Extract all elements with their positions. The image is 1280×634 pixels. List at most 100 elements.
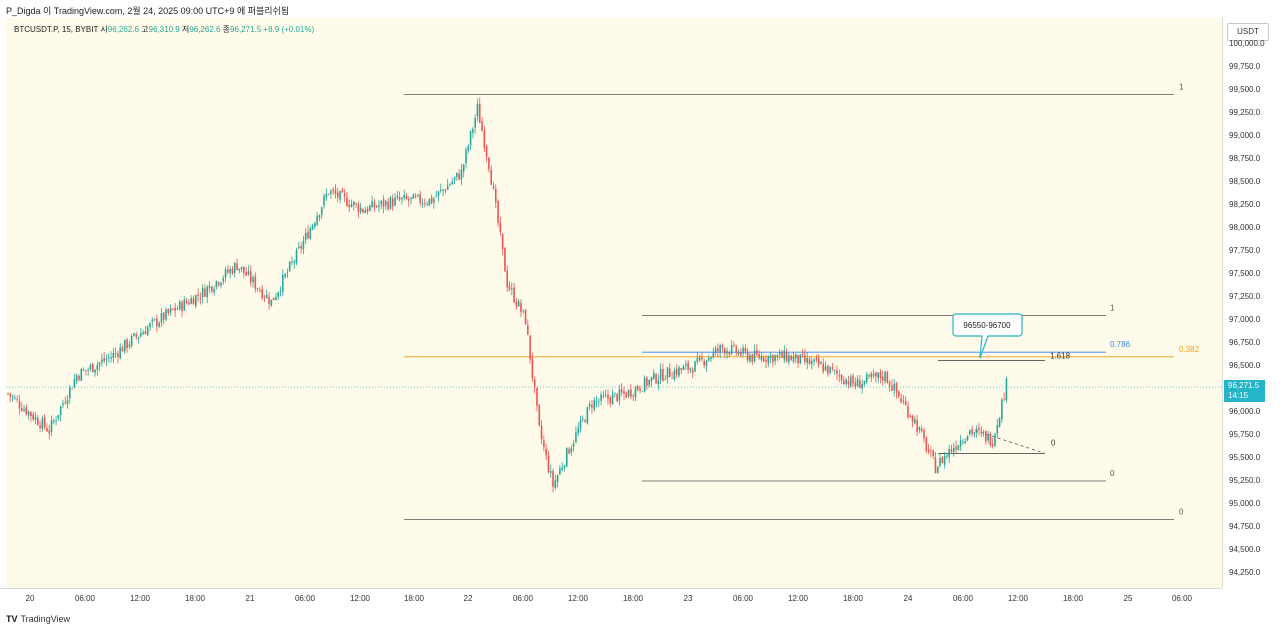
price-tick-label: 96,000.0 <box>1229 407 1261 416</box>
candle-body <box>39 425 41 429</box>
candle-body <box>55 420 57 422</box>
candle-body <box>293 261 296 263</box>
candle-body <box>602 395 605 397</box>
candle-body <box>23 408 25 411</box>
price-tick-label: 98,000.0 <box>1229 223 1261 232</box>
fib-level-label: 0 <box>1110 469 1115 478</box>
candle-body <box>895 382 898 393</box>
candle-body <box>220 282 222 286</box>
time-axis[interactable] <box>0 588 1222 611</box>
currency-button[interactable]: USDT <box>1227 23 1269 41</box>
candle-body <box>366 208 369 212</box>
fib-level-label: 0.382 <box>1179 345 1200 354</box>
candle-body <box>586 407 589 424</box>
candle-body <box>797 355 799 364</box>
close-label: 종 <box>222 25 231 34</box>
candle-body <box>346 197 348 207</box>
candle-body <box>701 357 703 360</box>
candle-body <box>881 376 884 381</box>
candle-body <box>160 313 163 323</box>
candle-body <box>501 233 504 249</box>
candle-body <box>18 401 21 408</box>
candle-body <box>765 359 767 362</box>
candle-body <box>87 369 89 371</box>
time-tick-label: 06:00 <box>952 594 974 603</box>
candle-body <box>891 385 893 391</box>
callout-text: 96550-96700 <box>963 321 1011 330</box>
candle-body <box>398 196 401 200</box>
fib-level-label: 0.786 <box>1110 340 1131 349</box>
candle-body <box>872 373 875 376</box>
brand-name: TradingView <box>20 614 71 624</box>
chart-plot-area[interactable] <box>6 18 1222 588</box>
candle-body <box>898 391 900 397</box>
candle-body <box>852 375 854 384</box>
candle-body <box>389 197 392 209</box>
candle-body <box>485 146 488 157</box>
candle-body <box>648 379 650 386</box>
candle-body <box>920 428 923 432</box>
candle-body <box>334 189 337 194</box>
candle-body <box>428 198 431 206</box>
candle-body <box>657 380 660 385</box>
candle-body <box>581 418 584 420</box>
candle-body <box>1001 399 1003 420</box>
candle-body <box>217 282 220 285</box>
candle-body <box>378 205 380 208</box>
time-tick-label: 12:00 <box>1007 594 1029 603</box>
candle-body <box>78 375 80 380</box>
candle-body <box>453 177 456 180</box>
candle-body <box>352 201 355 206</box>
candle-body <box>298 246 300 249</box>
candle-body <box>279 290 282 292</box>
candle-body <box>462 164 465 172</box>
candle-body <box>497 201 499 223</box>
candle-body <box>694 361 696 372</box>
candle-body <box>146 327 149 335</box>
candle-body <box>774 355 776 361</box>
candle-body <box>405 195 408 199</box>
candle-body <box>446 185 449 190</box>
candle-body <box>664 379 667 381</box>
candle-body <box>744 348 747 352</box>
candle-body <box>183 299 186 311</box>
candle-body <box>64 402 67 404</box>
candle-body <box>918 427 921 431</box>
candle-body <box>989 433 992 446</box>
candle-body <box>964 441 967 443</box>
candle-body <box>385 201 387 206</box>
candle-body <box>957 445 960 451</box>
candle-body <box>311 225 314 230</box>
candle-body <box>185 300 188 303</box>
candle-body <box>178 301 181 310</box>
candle-body <box>547 455 550 472</box>
candle-body <box>726 350 728 354</box>
callout-bubble <box>952 313 1023 359</box>
candle-body <box>579 420 582 430</box>
candle-body <box>824 366 827 371</box>
candle-body <box>302 241 305 250</box>
candle-body <box>325 194 328 198</box>
candle-body <box>323 196 325 206</box>
candle-body <box>822 363 825 372</box>
candle-body <box>609 397 612 404</box>
candle-body <box>213 288 215 293</box>
candle-body <box>611 394 614 405</box>
symbol-label: BTCUSDT.P, 15, BYBIT <box>14 25 99 34</box>
time-tick-label: 18:00 <box>184 594 206 603</box>
candle-body <box>845 379 847 384</box>
candle-body <box>43 417 46 428</box>
candle-body <box>96 364 99 370</box>
time-tick-label: 24 <box>903 594 913 603</box>
time-tick-label: 22 <box>463 594 473 603</box>
candle-body <box>330 190 332 194</box>
projection-dashed-line <box>974 430 1046 454</box>
candle-body <box>224 268 227 278</box>
time-tick-label: 23 <box>683 594 693 603</box>
candle-body <box>712 351 715 358</box>
candle-body <box>59 406 62 416</box>
price-axis[interactable] <box>1222 18 1280 588</box>
candle-body <box>373 202 376 208</box>
candle-body <box>730 345 733 354</box>
candle-body <box>843 380 845 385</box>
